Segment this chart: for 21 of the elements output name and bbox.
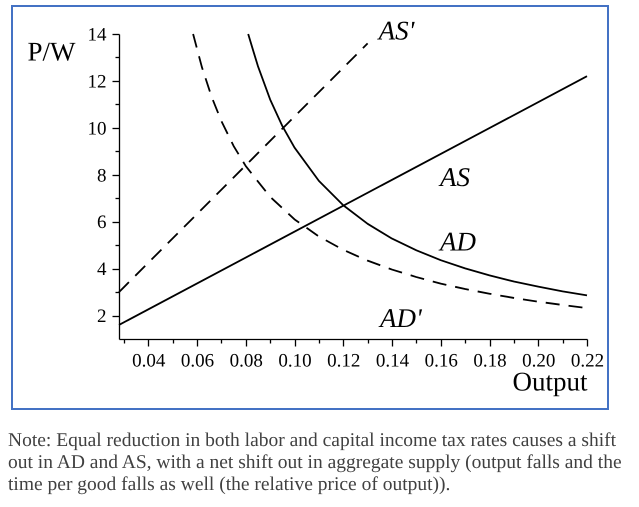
x-tick-label: 0.16: [424, 350, 458, 372]
y-tick-label: 4: [97, 259, 107, 280]
series-label: AS: [438, 162, 470, 192]
x-tick-label: 0.08: [230, 350, 263, 372]
x-tick-label: 0.18: [473, 350, 507, 372]
x-tick-label: 0.04: [132, 350, 166, 372]
x-tick-label: 0.14: [376, 350, 410, 372]
y-axis-title: P/W: [28, 36, 76, 66]
y-tick-label: 10: [88, 118, 106, 140]
y-tick-label: 2: [97, 306, 106, 328]
y-tick-label: 6: [97, 212, 106, 234]
x-tick-label: 0.12: [327, 350, 360, 372]
text: Note: Equal reduction in both labor and capital income tax rates causes a shift out in AD and AS, with a net shift out in aggregate supply (output falls and the time per good falls as well (the relative price of output)).: [8, 430, 622, 495]
series-label: AD: [438, 226, 476, 256]
series-label: AS': [376, 15, 416, 46]
series-label: AD': [378, 303, 423, 334]
x-tick-label: 0.10: [278, 350, 312, 372]
y-tick-label: 8: [97, 165, 106, 186]
y-tick-label: 14: [88, 24, 107, 46]
x-tick-label: 0.06: [180, 350, 214, 372]
y-tick-label: 12: [88, 71, 106, 92]
